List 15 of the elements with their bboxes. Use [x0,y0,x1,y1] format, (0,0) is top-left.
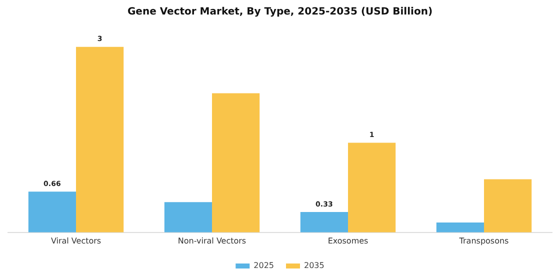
bar [300,212,348,232]
x-tick-label: Non-viral Vectors [178,236,246,246]
bar [28,192,76,232]
bar [348,142,396,232]
bar [164,202,212,232]
bar [212,93,260,232]
legend-label: 2035 [304,261,324,270]
bar [484,179,532,232]
bar [76,46,124,232]
x-tick-label: Transposons [458,236,509,246]
legend-label: 2025 [254,261,274,270]
x-tick-label: Viral Vectors [50,236,102,246]
x-tick-label: Exosomes [328,236,368,246]
chart-title: Gene Vector Market, By Type, 2025-2035 (USD Billion) [127,6,433,18]
bar [436,222,484,232]
